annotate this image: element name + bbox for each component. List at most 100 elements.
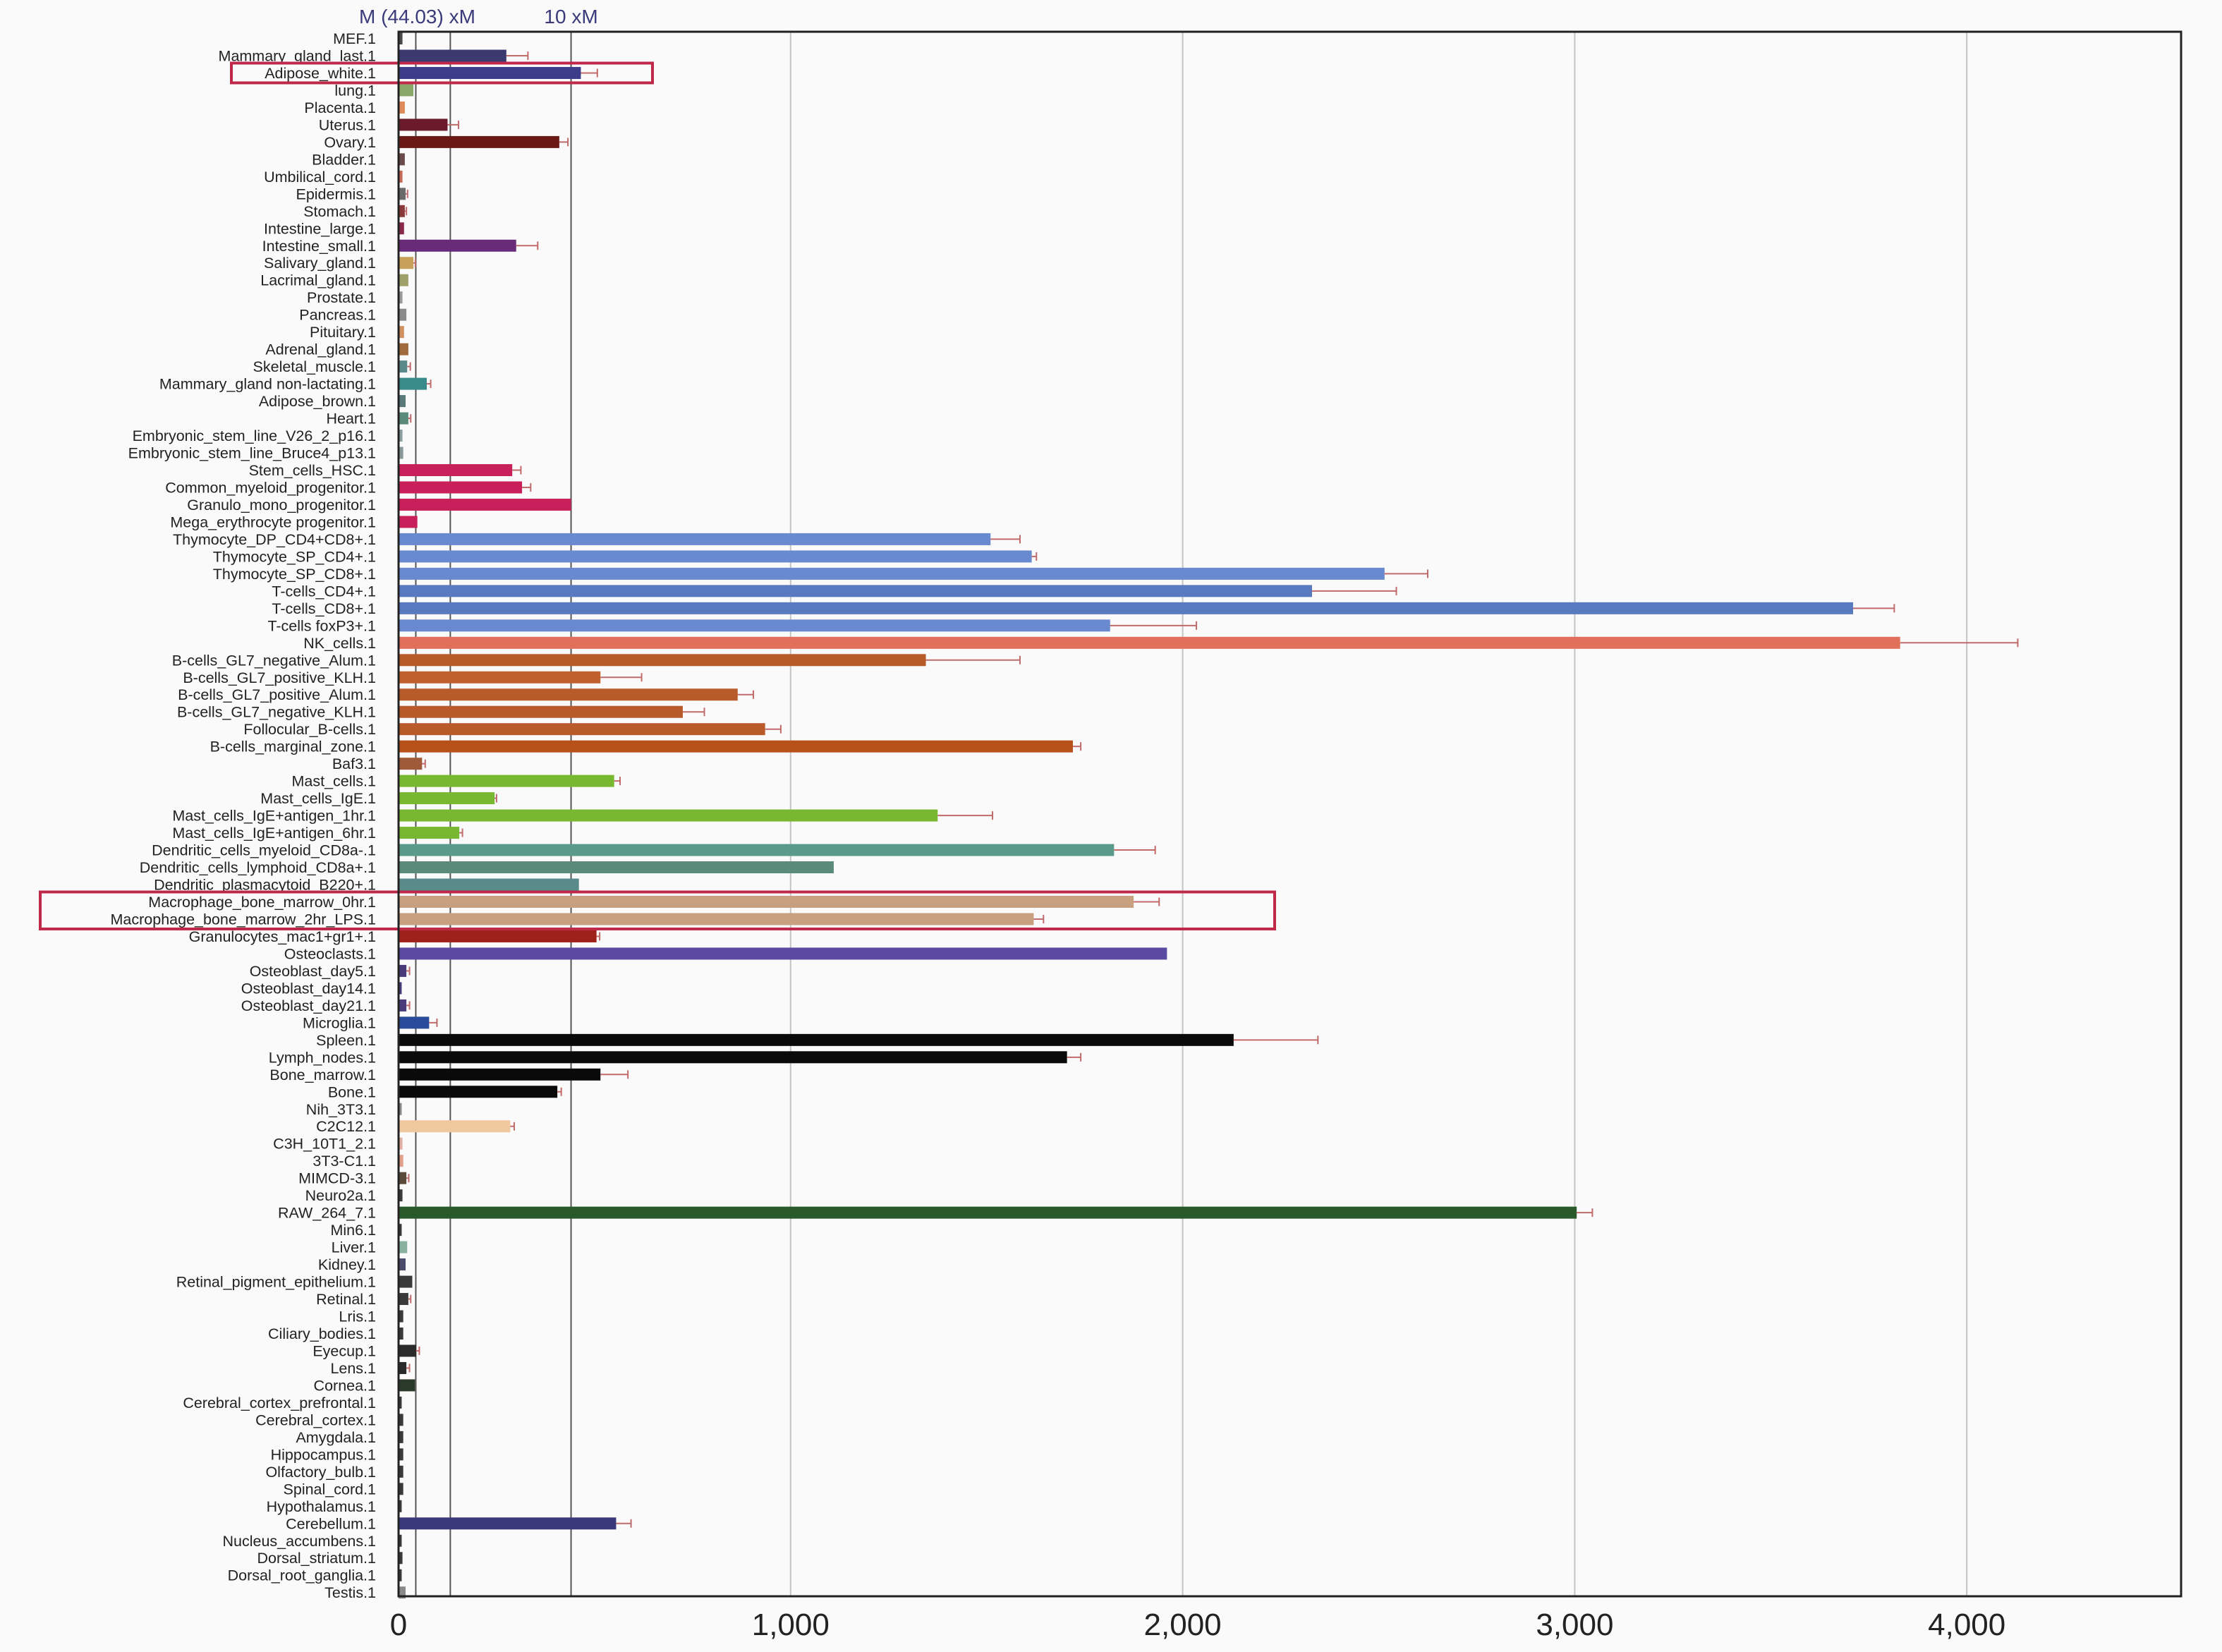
bar <box>399 602 1854 614</box>
category-label: Thymocyte_SP_CD4+.1 <box>213 548 376 565</box>
category-label: Cornea.1 <box>314 1377 376 1394</box>
category-label: C2C12.1 <box>316 1118 376 1135</box>
category-label: T-cells_CD8+.1 <box>272 600 376 617</box>
bar <box>399 1172 407 1184</box>
highlight-boxes <box>39 61 1276 930</box>
bar <box>399 1241 408 1253</box>
category-label: Cerebral_cortex_prefrontal.1 <box>183 1395 376 1411</box>
bar <box>399 567 1385 580</box>
bar <box>399 308 407 321</box>
category-label: Microglia.1 <box>303 1014 376 1031</box>
category-label: Thymocyte_DP_CD4+CD8+.1 <box>173 531 376 548</box>
bar <box>399 222 404 235</box>
bar <box>399 809 938 822</box>
category-label: C3H_10T1_2.1 <box>273 1136 376 1153</box>
category-label: Uterus.1 <box>319 116 376 133</box>
category-label: Osteoblast_day14.1 <box>241 980 376 997</box>
bar <box>399 481 523 494</box>
bar <box>399 1448 403 1461</box>
category-label: Eyecup.1 <box>312 1342 376 1359</box>
category-label: Umbilical_cord.1 <box>264 169 376 186</box>
bar <box>399 66 581 79</box>
category-label: Skeletal_muscle.1 <box>253 358 376 375</box>
bar <box>399 1569 402 1581</box>
category-label: RAW_264_7.1 <box>278 1205 376 1222</box>
bar <box>399 1517 617 1530</box>
category-label: Pancreas.1 <box>299 307 376 324</box>
bar <box>399 188 406 200</box>
bar <box>399 896 1134 908</box>
highlight-box-1 <box>39 890 1276 930</box>
bar <box>399 1033 1234 1046</box>
category-label: Mast_cells_IgE+antigen_1hr.1 <box>172 808 376 825</box>
bar <box>399 1086 558 1098</box>
category-label: Dorsal_root_ganglia.1 <box>228 1567 376 1584</box>
category-label: Intestine_large.1 <box>264 220 376 237</box>
category-label: Salivary_gland.1 <box>264 255 376 272</box>
plot-frame <box>397 30 2182 1598</box>
category-label: Min6.1 <box>330 1222 376 1239</box>
category-label: Cerebellum.1 <box>286 1515 376 1532</box>
category-label: B-cells_GL7_negative_KLH.1 <box>177 704 376 721</box>
category-label: Granulocytes_mac1+gr1+.1 <box>189 928 376 945</box>
category-label: lung.1 <box>334 82 376 99</box>
category-label: Bladder.1 <box>312 151 376 168</box>
category-label: Hippocampus.1 <box>271 1446 376 1463</box>
bar <box>399 326 404 339</box>
bar <box>399 291 403 304</box>
category-label: Osteoblast_day21.1 <box>241 997 376 1014</box>
bar <box>399 1103 402 1115</box>
category-label: MEF.1 <box>333 30 376 47</box>
bar <box>399 723 765 736</box>
bar <box>399 758 423 770</box>
bar <box>399 636 1900 649</box>
bar <box>399 792 495 805</box>
bar <box>399 740 1073 753</box>
bar <box>399 1328 403 1340</box>
bar <box>399 153 405 166</box>
bar <box>399 1275 413 1288</box>
category-label: Common_myeloid_progenitor.1 <box>165 479 376 496</box>
category-label: Thymocyte_SP_CD8+.1 <box>213 566 376 583</box>
bar <box>399 1189 403 1202</box>
bar <box>399 1500 402 1512</box>
bar <box>399 654 926 667</box>
category-label: Lacrimal_gland.1 <box>260 272 376 289</box>
category-label: T-cells foxP3+.1 <box>267 617 376 634</box>
bar <box>399 947 1167 960</box>
bar <box>399 1361 407 1374</box>
category-label: Placenta.1 <box>304 99 376 116</box>
bar <box>399 101 405 114</box>
error-bars-group <box>404 51 2019 1528</box>
bar <box>399 119 448 131</box>
bar <box>399 999 407 1012</box>
category-label: Prostate.1 <box>307 289 376 306</box>
bar <box>399 930 597 942</box>
category-label: Follocular_B-cells.1 <box>243 721 376 738</box>
reference-line-label-2: 10 xM <box>544 6 597 28</box>
category-label: Testis.1 <box>324 1584 376 1601</box>
bar <box>399 84 414 97</box>
bar <box>399 964 407 977</box>
bar <box>399 1465 403 1478</box>
category-label: Nucleus_accumbens.1 <box>222 1533 376 1550</box>
bar <box>399 447 403 459</box>
category-label: Dendritic_cells_myeloid_CD8a-.1 <box>152 842 376 859</box>
category-label: Lens.1 <box>330 1360 376 1377</box>
category-label: T-cells_CD4+.1 <box>272 583 376 600</box>
category-label: Heart.1 <box>326 411 376 427</box>
category-label: Osteoclasts.1 <box>284 945 376 962</box>
bar <box>399 913 1034 925</box>
bar <box>399 360 408 373</box>
grid-lines <box>789 32 1968 1596</box>
category-label: Stem_cells_HSC.1 <box>249 462 376 479</box>
bar <box>399 516 418 528</box>
bar <box>399 464 513 476</box>
x-axis-tick-labels: 0 1,000 2,000 3,000 4,000 <box>390 1608 2005 1642</box>
category-label: Dendritic_cells_lymphoid_CD8a+.1 <box>140 859 376 876</box>
category-label: Adipose_brown.1 <box>259 393 376 410</box>
category-label: Baf3.1 <box>332 755 376 772</box>
bar <box>399 585 1313 597</box>
category-label: Ciliary_bodies.1 <box>268 1325 376 1342</box>
